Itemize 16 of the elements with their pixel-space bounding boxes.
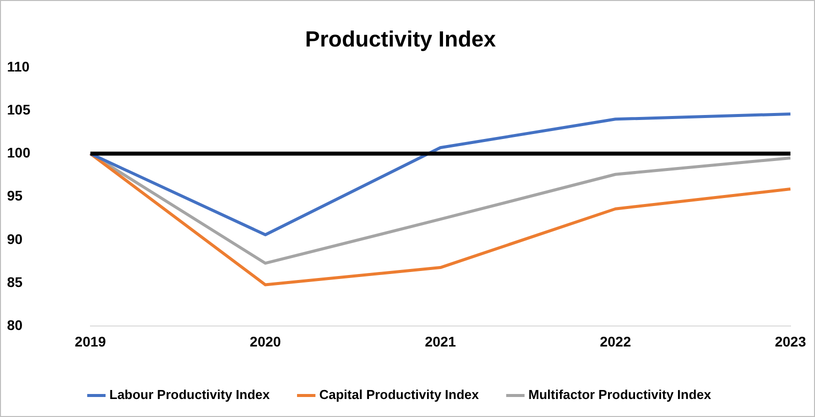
y-tick-label: 90 [7,230,23,247]
x-tick-label: 2020 [250,333,282,350]
y-tick-label: 110 [7,58,30,74]
legend-label: Labour Productivity Index [109,387,271,402]
x-tick-label: 2019 [74,333,106,350]
y-tick-label: 100 [7,144,31,161]
chart-title: Productivity Index [305,26,497,52]
legend-label: Capital Productivity Index [319,387,480,402]
y-tick-label: 85 [7,274,23,290]
x-tick-label: 2021 [424,333,456,350]
x-tick-label: 2022 [600,333,632,350]
legend-label: Multifactor Productivity Index [528,387,712,402]
x-tick-label: 2023 [774,333,806,350]
y-tick-label: 105 [7,101,31,118]
y-tick-label: 95 [7,188,23,204]
y-tick-label: 80 [7,317,23,334]
